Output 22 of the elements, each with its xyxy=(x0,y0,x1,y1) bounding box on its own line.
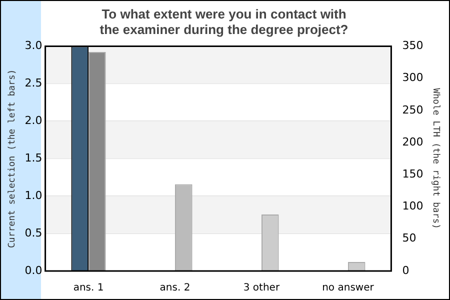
y2-tick-label: 300 xyxy=(402,71,424,84)
x-tick-label: no answer xyxy=(322,282,375,294)
x-tick-label: ans. 2 xyxy=(160,282,190,294)
y2-tick-label: 350 xyxy=(402,39,424,52)
y-tick-label: 3.0 xyxy=(24,39,42,52)
x-tick-label: 3 other xyxy=(243,282,280,294)
y2-tick-label: 0 xyxy=(402,264,410,277)
y-axis-title: Current selection (the left bars) xyxy=(8,69,18,248)
y2-tick-label: 50 xyxy=(402,232,416,245)
y-tick-label: 2.5 xyxy=(24,76,42,90)
y-tick-label: 2.0 xyxy=(24,114,42,127)
y-tick-label: 0.5 xyxy=(24,226,42,240)
chart-title: To what extent were you in contact with the examiner during the degree project? xyxy=(100,6,348,37)
x-tick-label: ans. 1 xyxy=(73,282,104,294)
y2-tick-label: 250 xyxy=(402,103,424,116)
y-tick-label: 1.5 xyxy=(24,151,42,164)
y2-axis-title: Whole LTH (the right bars) xyxy=(430,88,440,230)
y-tick-label: 1.0 xyxy=(24,188,42,202)
y2-tick-label: 200 xyxy=(402,135,424,148)
y2-tick-label: 150 xyxy=(402,168,424,181)
y-tick-label: 0.0 xyxy=(24,264,42,277)
y2-tick-label: 100 xyxy=(402,200,424,213)
